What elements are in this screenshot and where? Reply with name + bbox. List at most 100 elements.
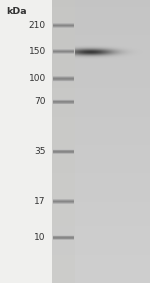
Bar: [52, 226, 150, 230]
Bar: [52, 67, 150, 71]
Bar: [52, 200, 74, 201]
Bar: [52, 102, 74, 103]
Bar: [52, 27, 74, 28]
Bar: [52, 219, 150, 223]
Bar: [52, 173, 150, 177]
Bar: [52, 241, 150, 244]
Bar: [52, 76, 74, 77]
Bar: [52, 24, 74, 25]
Bar: [52, 138, 150, 142]
Text: 100: 100: [28, 74, 46, 83]
Bar: [52, 64, 150, 67]
Bar: [52, 163, 150, 166]
Bar: [52, 101, 74, 102]
Bar: [52, 124, 150, 127]
Bar: [52, 28, 150, 32]
Bar: [52, 49, 74, 50]
Bar: [52, 60, 150, 64]
Bar: [52, 198, 150, 201]
Bar: [52, 71, 150, 74]
Bar: [52, 202, 74, 203]
Bar: [52, 258, 150, 262]
Bar: [52, 152, 150, 156]
Bar: [52, 53, 74, 54]
Text: 210: 210: [29, 21, 46, 30]
Bar: [52, 51, 74, 52]
Bar: [52, 120, 150, 124]
Bar: [52, 166, 150, 170]
Bar: [52, 272, 150, 276]
Bar: [52, 201, 74, 202]
Bar: [52, 25, 74, 26]
Bar: [52, 11, 150, 14]
Bar: [52, 14, 150, 18]
Bar: [52, 255, 150, 258]
Bar: [52, 23, 74, 24]
Bar: [52, 50, 74, 51]
Bar: [52, 134, 150, 138]
Bar: [52, 184, 150, 187]
Bar: [52, 103, 74, 104]
Bar: [52, 151, 74, 152]
Text: kDa: kDa: [6, 7, 27, 16]
Bar: [52, 26, 74, 27]
Bar: [52, 106, 150, 110]
Bar: [52, 152, 74, 153]
Bar: [52, 96, 150, 99]
Bar: [52, 127, 150, 131]
Bar: [52, 57, 150, 60]
Bar: [52, 78, 74, 79]
Bar: [52, 82, 150, 85]
Bar: [52, 244, 150, 248]
Bar: [52, 216, 150, 219]
Bar: [52, 99, 150, 103]
Bar: [52, 156, 150, 159]
Bar: [52, 223, 150, 226]
Text: 10: 10: [34, 233, 46, 242]
Bar: [52, 142, 150, 145]
Bar: [52, 212, 150, 216]
Bar: [52, 280, 150, 283]
Bar: [52, 77, 74, 78]
Bar: [52, 92, 150, 96]
Bar: [52, 39, 150, 42]
Bar: [52, 181, 150, 184]
Bar: [52, 0, 150, 283]
Text: 35: 35: [34, 147, 46, 156]
Bar: [52, 149, 74, 150]
Bar: [52, 187, 150, 191]
Bar: [52, 42, 150, 46]
Bar: [52, 103, 150, 106]
Bar: [52, 74, 150, 78]
Bar: [52, 265, 150, 269]
Bar: [52, 7, 150, 11]
Bar: [52, 235, 74, 236]
Bar: [52, 85, 150, 88]
Text: 17: 17: [34, 197, 46, 206]
Bar: [52, 238, 74, 239]
Bar: [52, 78, 150, 82]
Bar: [52, 79, 74, 80]
Bar: [52, 248, 150, 251]
Bar: [52, 117, 150, 120]
Bar: [52, 205, 150, 209]
Bar: [52, 52, 74, 53]
Bar: [52, 88, 150, 92]
Bar: [52, 239, 74, 240]
Bar: [52, 32, 150, 35]
Bar: [52, 199, 74, 200]
Bar: [52, 21, 150, 25]
Bar: [52, 100, 74, 101]
Bar: [52, 46, 150, 50]
Bar: [52, 150, 74, 151]
Bar: [52, 3, 150, 7]
Bar: [52, 202, 150, 205]
Bar: [52, 35, 150, 39]
Bar: [52, 153, 74, 154]
Bar: [52, 131, 150, 134]
Bar: [52, 113, 150, 117]
Bar: [52, 81, 74, 82]
Bar: [52, 276, 150, 280]
Bar: [52, 50, 150, 53]
Bar: [52, 53, 150, 57]
